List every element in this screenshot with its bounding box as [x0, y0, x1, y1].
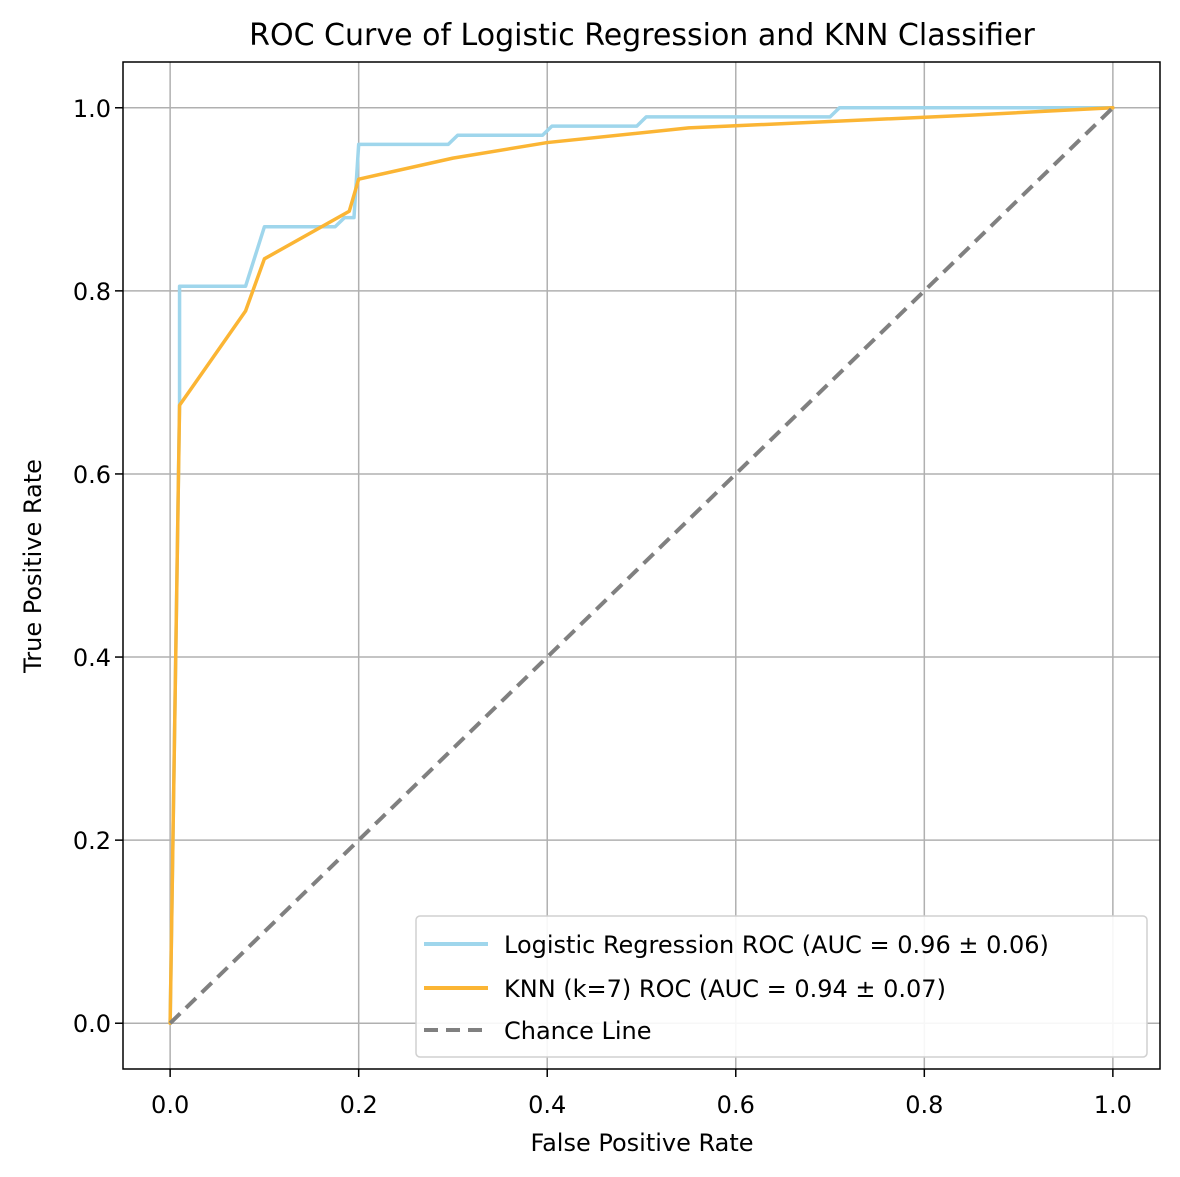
grid-layer — [123, 62, 1160, 1069]
x-tick-label-1: 0.2 — [340, 1091, 378, 1119]
x-tick-label-5: 1.0 — [1094, 1091, 1132, 1119]
x-axis-label: False Positive Rate — [530, 1129, 753, 1157]
legend-label-logistic-regression: Logistic Regression ROC (AUC = 0.96 ± 0.… — [504, 931, 1049, 959]
x-tick-label-4: 0.8 — [905, 1091, 943, 1119]
legend: Logistic Regression ROC (AUC = 0.96 ± 0.… — [415, 915, 1148, 1058]
x-tick-label-3: 0.6 — [717, 1091, 755, 1119]
x-tick-label-0: 0.0 — [151, 1091, 189, 1119]
y-tick-label-2: 0.4 — [73, 644, 111, 672]
y-tick-label-3: 0.6 — [73, 461, 111, 489]
x-tick-label-2: 0.4 — [528, 1091, 566, 1119]
series-line-knn — [168, 106, 1115, 1025]
y-tick-label-5: 1.0 — [73, 95, 111, 123]
legend-label-knn: KNN (k=7) ROC (AUC = 0.94 ± 0.07) — [504, 975, 946, 1003]
legend-box — [415, 915, 1148, 1058]
y-tick-label-4: 0.8 — [73, 278, 111, 306]
chart-title: ROC Curve of Logistic Regression and KNN… — [249, 18, 1035, 53]
plot-frame — [122, 61, 1161, 1070]
y-tick-label-1: 0.2 — [73, 827, 111, 855]
series-line-logistic-regression — [168, 106, 1115, 1025]
series-layer — [168, 106, 1115, 1025]
y-axis-label: True Positive Rate — [19, 459, 47, 674]
y-tick-label-0: 0.0 — [73, 1010, 111, 1038]
legend-label-chance: Chance Line — [504, 1017, 652, 1045]
tick-layer: 0.0 0.2 0.4 0.6 0.8 1.0 0.0 0.2 0.4 0.6 0.8 1.0 — [73, 95, 1132, 1119]
